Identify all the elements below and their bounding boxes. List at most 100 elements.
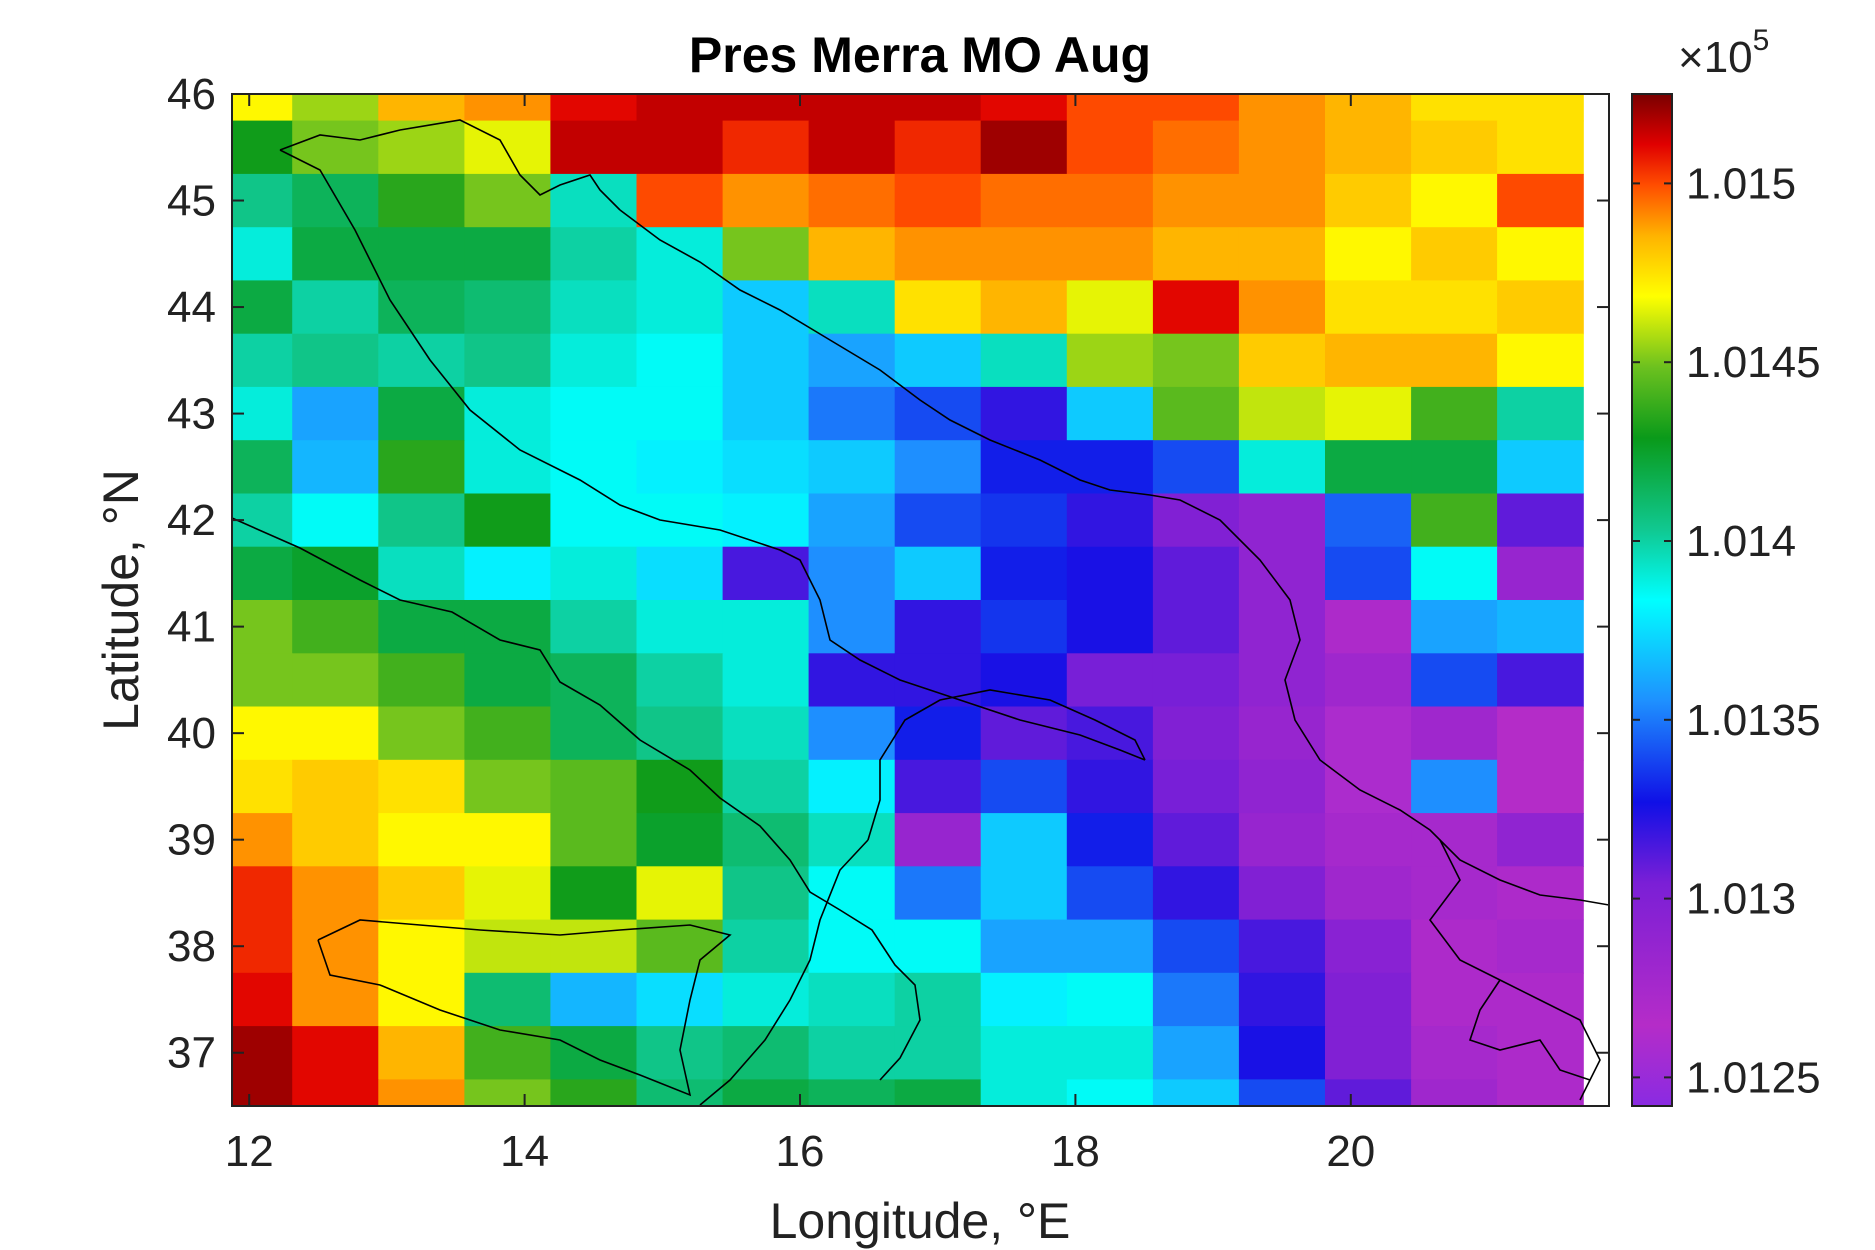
heatmap-cell xyxy=(1411,280,1498,335)
heatmap-cell xyxy=(808,333,896,388)
heatmap-cell xyxy=(636,440,724,495)
heatmap-cell xyxy=(550,120,638,175)
heatmap-cell xyxy=(464,173,552,228)
heatmap-cell xyxy=(464,972,552,1027)
heatmap-cell xyxy=(894,1079,982,1106)
heatmap-cell xyxy=(808,280,896,335)
heatmap-cell xyxy=(808,972,896,1027)
heatmap-cell xyxy=(550,866,638,921)
coastline-italy-heel xyxy=(867,689,1146,841)
heatmap-cell xyxy=(1411,866,1498,921)
heatmap-cell xyxy=(550,1079,638,1106)
heatmap-cell xyxy=(378,120,465,175)
heatmap-cell xyxy=(550,386,638,441)
coastline-balkans xyxy=(619,209,1609,906)
colorbar-exponent-base: ×10 xyxy=(1678,33,1753,82)
heatmap-cell xyxy=(292,759,379,814)
heatmap-cell xyxy=(1238,706,1326,761)
heatmap-cell xyxy=(808,120,896,175)
heatmap-cell xyxy=(1497,1026,1584,1080)
heatmap-cell xyxy=(1411,919,1498,974)
heatmap-cell xyxy=(636,280,724,335)
heatmap-cell xyxy=(1411,972,1498,1027)
heatmap-cell xyxy=(1325,440,1412,495)
heatmap-cell xyxy=(378,386,465,441)
coastline-adriatic-north xyxy=(279,119,621,211)
heatmap-cell xyxy=(1497,94,1584,122)
y-tick-label: 37 xyxy=(167,1029,216,1078)
heatmap-cell xyxy=(894,759,982,814)
heatmap-cell xyxy=(1411,1026,1498,1080)
heatmap-cell xyxy=(980,333,1068,388)
heatmap-cell xyxy=(722,94,810,122)
heatmap-cell xyxy=(1497,600,1584,654)
heatmap-cell xyxy=(232,1079,293,1106)
heatmap-cell xyxy=(894,120,982,175)
plot-area-frame xyxy=(231,93,1610,1107)
heatmap-cell xyxy=(1497,1079,1584,1106)
heatmap-cell xyxy=(808,386,896,441)
colorbar-tick-label: 1.014 xyxy=(1686,517,1796,566)
heatmap-cell xyxy=(636,813,724,867)
heatmap-cell xyxy=(1411,94,1498,122)
heatmap-cell xyxy=(636,386,724,441)
heatmap-cell xyxy=(808,706,896,761)
heatmap-cell xyxy=(232,546,293,601)
heatmap-cell xyxy=(378,759,465,814)
heatmap-cells xyxy=(232,94,1584,1106)
heatmap-cell xyxy=(464,653,552,708)
heatmap-cell xyxy=(550,600,638,654)
colorbar-tick-label: 1.013 xyxy=(1686,875,1796,924)
heatmap-cell xyxy=(1152,227,1240,282)
heatmap-cell xyxy=(980,94,1068,122)
heatmap-cell xyxy=(232,972,293,1027)
heatmap-cell xyxy=(1238,919,1326,974)
x-tick-label: 14 xyxy=(500,1127,549,1176)
coastline-sicily xyxy=(317,919,732,1097)
heatmap-cell xyxy=(1325,493,1412,548)
heatmap-cell xyxy=(550,653,638,708)
heatmap-cell xyxy=(378,600,465,654)
heatmap-cell xyxy=(464,1026,552,1080)
heatmap-cell xyxy=(636,493,724,548)
heatmap-cell xyxy=(1411,546,1498,601)
heatmap-cell xyxy=(894,972,982,1027)
coastline-peloponnese xyxy=(1468,979,1591,1081)
heatmap-cell xyxy=(1152,919,1240,974)
heatmap-cell xyxy=(292,120,379,175)
heatmap-cell xyxy=(292,813,379,867)
heatmap-cell xyxy=(1152,386,1240,441)
heatmap-cell xyxy=(232,653,293,708)
colorbar-tick-label: 1.0145 xyxy=(1686,338,1821,387)
heatmap-cell xyxy=(808,227,896,282)
heatmap-cell xyxy=(1152,1079,1240,1106)
coastline-overlay xyxy=(232,119,1609,1106)
heatmap-cell xyxy=(464,333,552,388)
heatmap-cell xyxy=(1325,919,1412,974)
heatmap-cell xyxy=(1325,759,1412,814)
heatmap-cell xyxy=(1066,706,1154,761)
heatmap-cell xyxy=(232,120,293,175)
heatmap-cell xyxy=(1238,600,1326,654)
coastline-calabria xyxy=(699,839,869,1106)
heatmap-cell xyxy=(980,813,1068,867)
heatmap-cell xyxy=(378,280,465,335)
heatmap-cell xyxy=(1238,280,1326,335)
heatmap-cell xyxy=(722,120,810,175)
heatmap-cell xyxy=(550,94,638,122)
y-tick-label: 44 xyxy=(167,283,216,332)
heatmap-cell xyxy=(1497,493,1584,548)
heatmap-cell xyxy=(1152,120,1240,175)
heatmap-cell xyxy=(722,386,810,441)
heatmap-cell xyxy=(1152,1026,1240,1080)
heatmap-cell xyxy=(232,866,293,921)
heatmap-cell xyxy=(722,173,810,228)
heatmap-cell xyxy=(1066,866,1154,921)
heatmap-cell xyxy=(980,546,1068,601)
heatmap-cell xyxy=(550,440,638,495)
heatmap-cell xyxy=(1066,600,1154,654)
heatmap-cell xyxy=(292,1026,379,1080)
heatmap-cell xyxy=(1411,706,1498,761)
heatmap-cell xyxy=(232,173,293,228)
heatmap-cell xyxy=(378,653,465,708)
